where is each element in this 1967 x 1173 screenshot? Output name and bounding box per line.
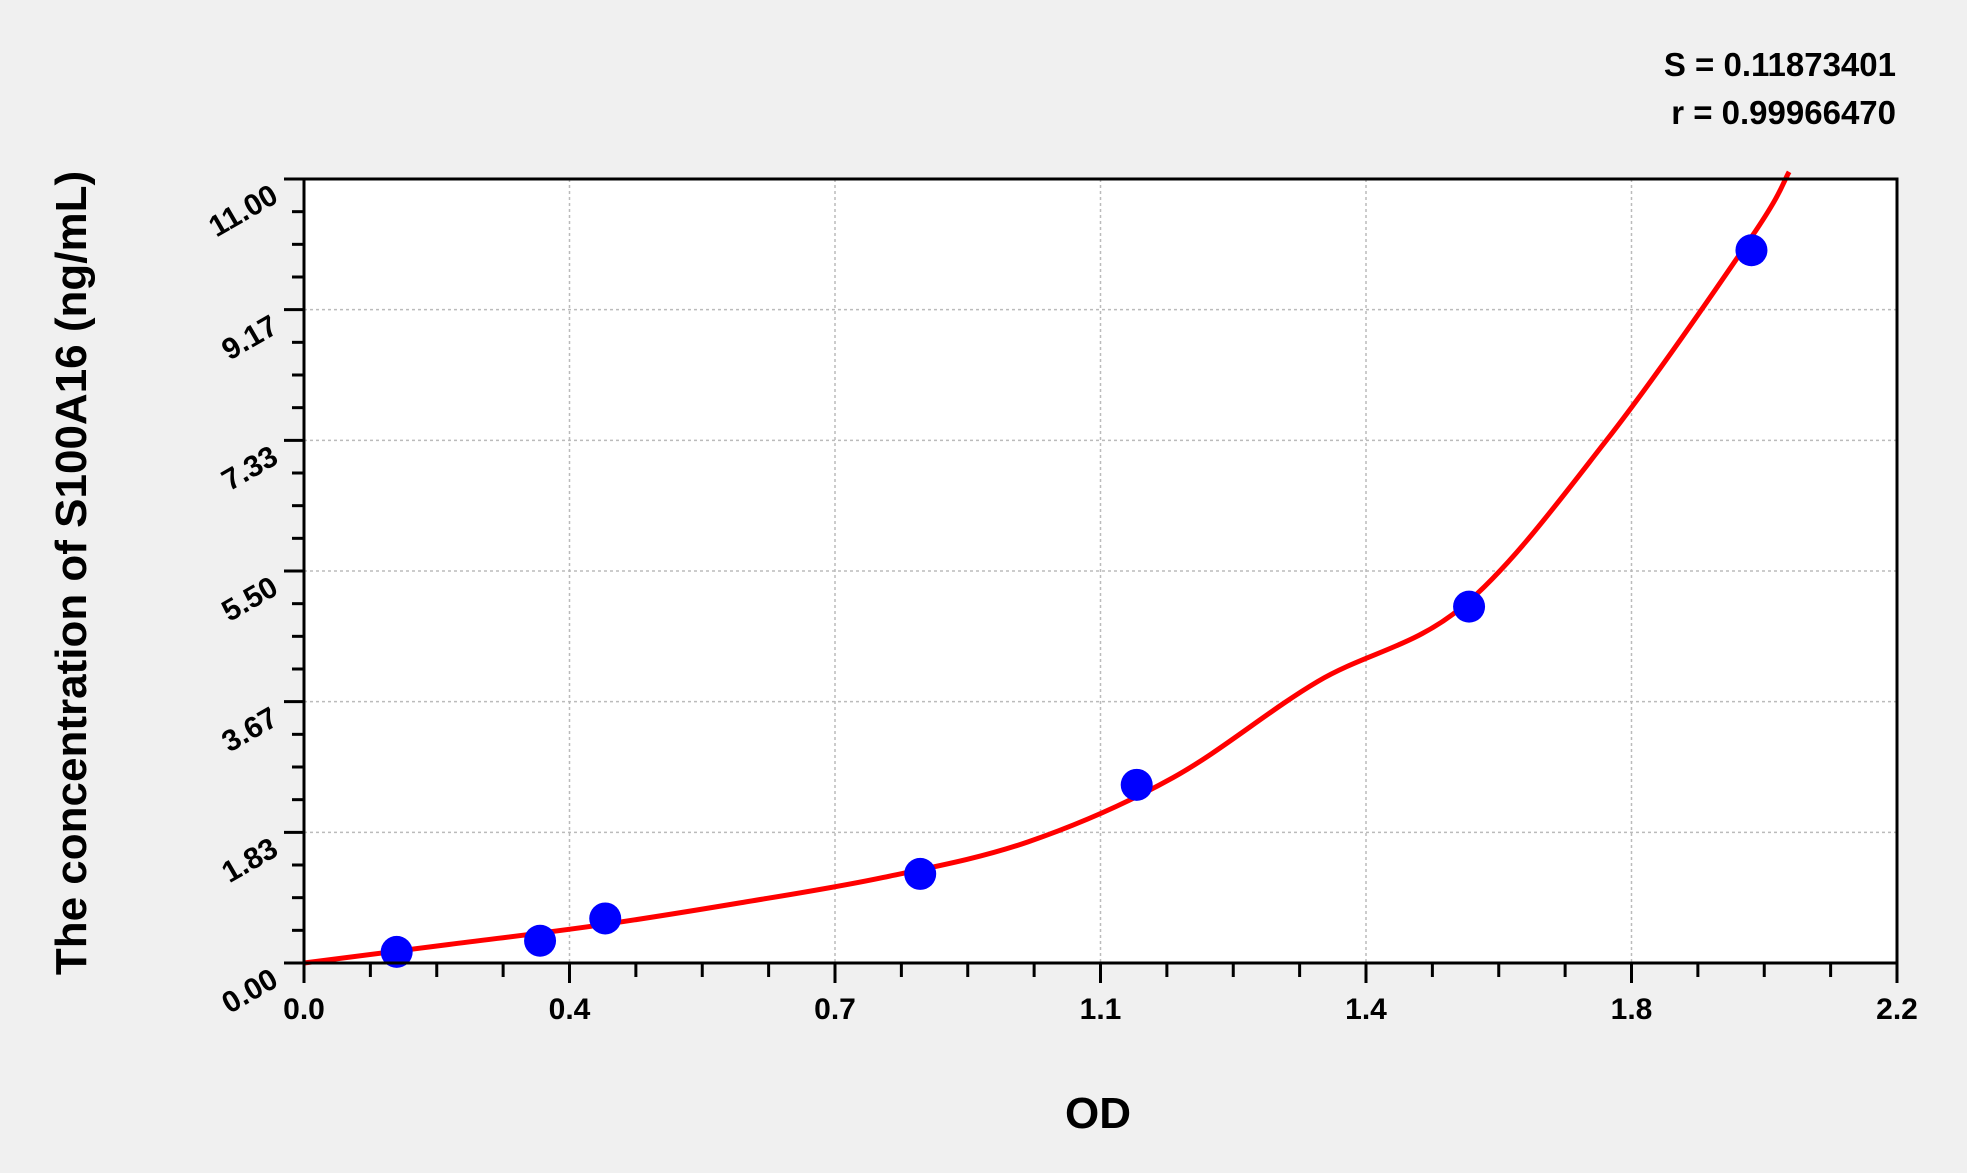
annotation-r: r = 0.99966470 <box>1671 94 1896 131</box>
fit-curve <box>303 170 1792 966</box>
y-tick-label: 9.17 <box>216 309 283 367</box>
y-tick-label: 1.83 <box>216 832 283 890</box>
data-point <box>524 924 557 957</box>
y-tick-label: 3.67 <box>216 701 283 759</box>
y-axis-title: The concentration of S100A16 (ng/mL) <box>47 171 96 975</box>
x-tick-label: 1.4 <box>1345 993 1387 1026</box>
x-tick-label: 0.0 <box>283 993 325 1026</box>
annotation-s: S = 0.11873401 <box>1664 46 1896 83</box>
y-tick-label: 11.00 <box>203 178 283 243</box>
data-point <box>1120 768 1153 801</box>
x-tick-label: 1.8 <box>1611 993 1653 1026</box>
x-tick-label: 0.4 <box>549 993 591 1026</box>
data-point <box>904 857 937 890</box>
x-tick-label: 1.1 <box>1080 993 1122 1026</box>
x-tick-label: 0.7 <box>814 993 856 1026</box>
x-axis-title: OD <box>1065 1089 1131 1138</box>
data-point <box>1453 590 1486 623</box>
x-tick-label: 2.2 <box>1876 993 1918 1026</box>
y-tick-label: 0.00 <box>216 962 283 1020</box>
y-tick-label: 7.33 <box>216 440 283 498</box>
data-point <box>589 902 622 935</box>
data-point <box>1735 234 1768 267</box>
y-tick-label: 5.50 <box>216 570 283 628</box>
data-point <box>380 935 413 968</box>
